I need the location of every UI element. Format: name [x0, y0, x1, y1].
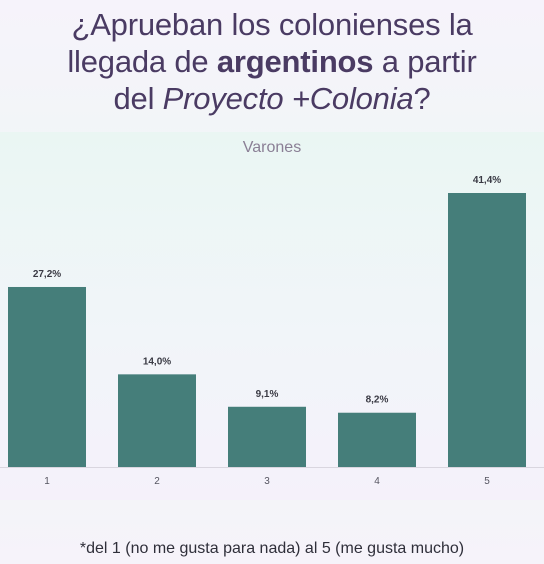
- data-label-1: 27,2%: [33, 269, 61, 280]
- x-tick-label-3: 3: [264, 476, 270, 487]
- x-tick-label-5: 5: [484, 476, 490, 487]
- title-text-2: llegada de: [67, 44, 217, 79]
- title-text-4: del: [113, 81, 163, 116]
- chart-title: ¿Aprueban los colonienses la llegada de …: [0, 6, 544, 117]
- bar-3: [228, 406, 306, 467]
- data-label-2: 14,0%: [143, 356, 171, 367]
- bar-4: [338, 412, 416, 467]
- footnote: *del 1 (no me gusta para nada) al 5 (me …: [79, 540, 465, 557]
- bar-chart: Varones 27,2% 1 14,0% 2 9,1% 3 8,2% 4 41,4% 5: [0, 139, 544, 487]
- title-line-1: ¿Aprueban los colonienses la: [0, 6, 544, 43]
- x-tick-label-2: 2: [154, 476, 160, 487]
- title-line-3: del Proyecto +Colonia?: [0, 80, 544, 117]
- title-italic-text: Proyecto +Colonia: [162, 81, 414, 116]
- bar-5: [448, 193, 526, 467]
- title-bold-text: argentinos: [216, 44, 374, 79]
- chart-subtitle: Varones: [243, 139, 301, 156]
- bar-2: [118, 374, 196, 467]
- data-label-3: 9,1%: [256, 389, 279, 400]
- bar-1: [8, 286, 86, 467]
- x-tick-label-1: 1: [44, 476, 50, 487]
- title-text-5: ?: [413, 81, 431, 116]
- data-label-5: 41,4%: [473, 175, 501, 186]
- title-line-2: llegada de argentinos a partir: [0, 43, 544, 80]
- data-label-4: 8,2%: [366, 395, 389, 406]
- chart-area: Varones 27,2% 1 14,0% 2 9,1% 3 8,2% 4 41,4% 5: [0, 132, 544, 500]
- x-tick-label-4: 4: [374, 476, 380, 487]
- title-text-3: a partir: [373, 44, 477, 79]
- title-text-1: ¿Aprueban los colonienses la: [71, 7, 473, 42]
